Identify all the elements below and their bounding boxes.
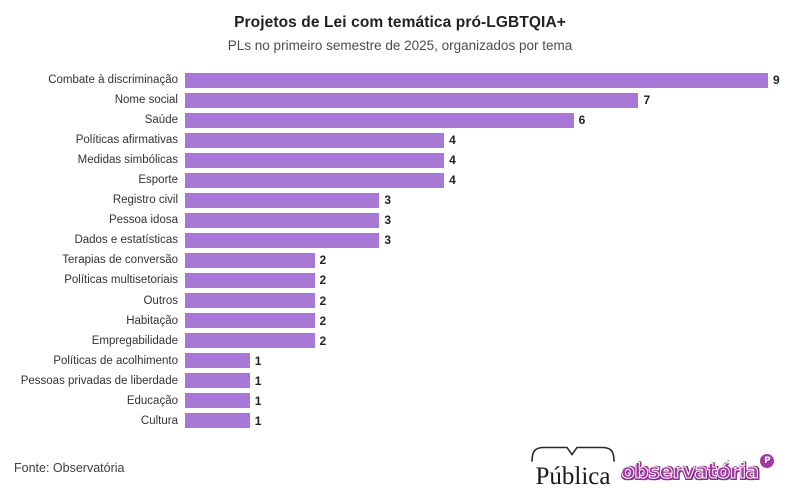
- chart-row: Terapias de conversão 2: [14, 250, 786, 270]
- brace-icon: [531, 446, 615, 462]
- bar: [185, 313, 315, 329]
- bar: [185, 252, 315, 268]
- category-label: Saúde: [144, 114, 178, 127]
- bar: [185, 373, 250, 389]
- category-label: Educação: [126, 394, 178, 407]
- value-label: 7: [643, 93, 651, 108]
- chart-row: Outros 2: [14, 291, 786, 311]
- chart-row: Empregabilidade 2: [14, 331, 786, 351]
- value-label: 4: [449, 173, 456, 188]
- chart-row: Educação 1: [14, 391, 786, 411]
- value-label: 4: [449, 133, 456, 148]
- publica-logo: Pública: [529, 444, 617, 489]
- value-label: 2: [319, 313, 327, 328]
- observatoria-logo: observatória P: [620, 453, 776, 484]
- chart-title: Projetos de Lei com temática pró-LGBTQIA…: [234, 14, 566, 31]
- value-label: 4: [449, 153, 456, 168]
- category-label: Políticas multisetoriais: [64, 274, 178, 287]
- category-label: Pessoa idosa: [108, 214, 178, 227]
- chart-row: Pessoa idosa 3: [14, 210, 786, 230]
- publica-logo-text: Pública: [535, 463, 611, 490]
- bar: [185, 413, 250, 429]
- bar: [185, 293, 315, 309]
- chart-row: Políticas afirmativas 4: [14, 130, 786, 150]
- category-label: Cultura: [140, 414, 178, 427]
- category-label: Pessoas privadas de liberdade: [20, 374, 178, 387]
- value-label: 2: [319, 333, 327, 348]
- chart-row: Pessoas privadas de liberdade 1: [14, 371, 786, 391]
- bar: [185, 112, 574, 128]
- category-label: Dados e estatísticas: [74, 234, 178, 247]
- chart-row: Combate à discriminação 9: [14, 70, 786, 90]
- bar: [185, 232, 380, 248]
- category-label: Políticas afirmativas: [75, 134, 178, 147]
- observatoria-logo-text: observatória: [620, 459, 759, 484]
- chart-row: Políticas de acolhimento 1: [14, 351, 786, 371]
- category-label: Políticas de acolhimento: [53, 354, 178, 367]
- chart-row: Cultura 1: [14, 411, 786, 431]
- bar: [185, 172, 445, 188]
- value-label: 1: [254, 413, 262, 428]
- value-label: 3: [384, 193, 392, 208]
- chart-row: Habitação 2: [14, 311, 786, 331]
- value-label: 1: [254, 353, 262, 368]
- category-label: Empregabilidade: [91, 334, 178, 347]
- bar: [185, 192, 380, 208]
- chart-row: Medidas simbólicas 4: [14, 150, 786, 170]
- value-label: 9: [773, 73, 780, 88]
- value-label: 2: [319, 293, 327, 308]
- category-label: Outros: [143, 294, 178, 307]
- chart-row: Saúde 6: [14, 110, 786, 130]
- category-label: Terapias de conversão: [62, 254, 178, 267]
- category-label: Medidas simbólicas: [77, 154, 178, 167]
- chart-subtitle: PLs no primeiro semestre de 2025, organi…: [227, 38, 573, 53]
- value-label: 2: [319, 253, 327, 268]
- bar: [185, 212, 380, 228]
- bar: [185, 272, 315, 288]
- chart-row: Esporte 4: [14, 170, 786, 190]
- chart-row: Nome social 7: [14, 90, 786, 110]
- value-label: 6: [578, 113, 586, 128]
- category-label: Habitação: [126, 314, 178, 327]
- bar: [185, 353, 250, 369]
- bar: [185, 393, 250, 409]
- value-label: 1: [254, 393, 262, 408]
- bar: [185, 333, 315, 349]
- value-label: 3: [384, 233, 392, 248]
- bar: [185, 92, 639, 108]
- bar: [185, 132, 445, 148]
- category-label: Esporte: [138, 174, 178, 187]
- chart-row: Registro civil 3: [14, 190, 786, 210]
- value-label: 3: [384, 213, 392, 228]
- category-label: Registro civil: [112, 194, 178, 207]
- value-label: 1: [254, 373, 262, 388]
- chart-row: Dados e estatísticas 3: [14, 230, 786, 250]
- bar: [185, 152, 445, 168]
- chart-row: Políticas multisetoriais 2: [14, 270, 786, 290]
- source-note: Fonte: Observatória: [14, 461, 125, 475]
- bar-chart: Combate à discriminação 9 Nome social 7 Saúd…: [14, 70, 786, 431]
- chart-header: Projetos de Lei com temática pró-LGBTQIA…: [0, 14, 800, 53]
- observatoria-badge-icon: P: [759, 453, 776, 469]
- bar: [185, 72, 768, 88]
- value-label: 2: [319, 273, 327, 288]
- category-label: Nome social: [114, 94, 178, 107]
- category-label: Combate à discriminação: [48, 74, 178, 87]
